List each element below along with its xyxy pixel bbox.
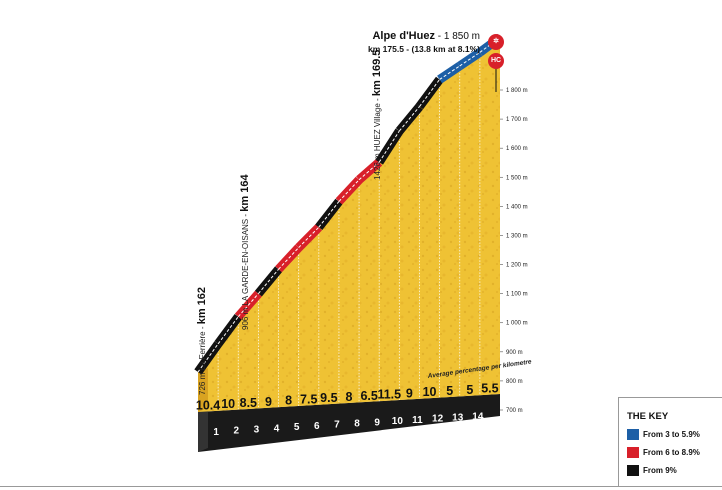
profile-base [198,394,500,452]
altitude-tick-label: 1 200 m [506,263,528,269]
road-centre-line [197,343,219,373]
km-label: 12 [432,414,444,425]
km-labels: 1 2 3 4 5 6 7 8 9 10 11 12 13 14 [213,411,484,438]
legend-item-blue: From 3 to 5.9% [627,429,700,441]
altitude-ticks: 700 m 800 m 900 m 1 000 m 1 100 m 1 200 m 1 30… [500,88,528,414]
legend-title: THE KEY [627,411,669,422]
gradient-label: 9 [265,395,272,409]
point-name: 1426 m HUEZ Village [373,103,382,180]
km-label: 13 [452,413,464,424]
km-label: 8 [354,419,360,430]
km-label: 6 [314,421,320,432]
gradient-label: 7.5 [300,392,317,406]
mountain-finish-icon: ✲ [488,34,504,50]
summit-title: Alpe d'Huez - 1 850 m km 175.5 - (13.8 k… [330,30,480,55]
gradient-label: 10 [221,397,235,411]
road-centre-line [318,201,340,228]
point-km: km 164 [239,174,251,212]
point-name: 726 m La Ferrière [198,331,207,395]
gradient-label: 6.5 [360,389,377,403]
legend-key: THE KEY From 3 to 5.9% From 6 to 8.9% Fr… [618,397,722,487]
road-centre-line [419,79,441,107]
gradient-label: 11.5 [377,388,401,402]
altitude-tick-label: 1 500 m [506,175,528,181]
point-name: 906 m LA GARDE-EN-OISANS [241,218,250,330]
legend-label: From 3 to 5.9% [643,430,700,439]
profile-mountain-side [198,368,208,412]
point-km: km 162 [196,286,208,325]
gradient-label: 5 [446,384,453,398]
road-centre-line [459,51,481,67]
km-label: 7 [334,420,340,431]
legend-label: From 6 to 8.9% [643,448,700,457]
hc-category-icon: HC [488,53,504,69]
altitude-tick-label: 1 700 m [506,117,528,123]
page-divider [0,486,722,487]
altitude-tick-label: 700 m [506,408,523,414]
profile-grid [217,56,481,411]
profile-base-slab [198,394,500,452]
km-label: 2 [233,426,239,437]
point-km: km 169.5 [371,49,383,97]
altitude-tick-label: 900 m [506,350,523,356]
road-centre-line [217,316,239,345]
road-centre-line [237,293,259,318]
altitude-tick-label: 1 300 m [506,233,528,239]
profile-base-side [198,408,208,452]
road-segment [295,224,322,251]
km-label: 9 [374,417,380,428]
road-centre-line [378,130,400,163]
gradient-label: 8.5 [240,396,257,410]
road-centre-line [358,161,380,181]
gradient-labels: 10.4 10 8.5 9 8 7.5 9.5 8 6.5 11.5 9 10 5 5 5.5 [196,382,499,413]
km-label: 10 [392,416,404,427]
road-centre-line [439,65,461,80]
km-label: 5 [294,422,300,433]
summit-altitude: - 1 850 m [434,31,480,42]
legend-item-black: From 9% [627,465,677,477]
summit-details: km 175.5 - (13.8 km at 8.1%) [368,44,480,54]
km-label: 4 [274,423,280,434]
profile-mountain-area [198,37,500,413]
altitude-tick-label: 1 100 m [506,292,528,298]
legend-item-red: From 6 to 8.9% [627,447,700,459]
km-label: 1 [213,427,219,438]
altitude-tick-label: 1 400 m [506,204,528,210]
km-label: 3 [254,425,260,436]
altitude-tick-label: 800 m [506,379,523,385]
km-label: 11 [412,415,423,426]
gradient-label: 10 [423,385,437,399]
legend-swatch [627,447,639,459]
road-centre-line [398,106,420,132]
road-centre-line [258,268,279,294]
legend-label: From 9% [643,466,677,475]
gradient-label: 9 [406,386,413,400]
road-segment [335,176,363,205]
point-label-la-ferriere: 726 m La Ferrière - km 162 [196,286,208,395]
road-segment [275,244,302,273]
gradient-label: 8 [285,394,292,408]
legend-swatch [627,465,639,477]
altitude-tick-label: 1 800 m [506,88,528,94]
gradient-label: 9.5 [320,391,337,405]
gradient-label: 5.5 [481,382,498,396]
point-label-la-garde: 906 m LA GARDE-EN-OISANS - km 164 [239,174,251,330]
gradient-label: 10.4 [196,398,220,412]
gradient-label: 5 [466,383,473,397]
gradient-label: 8 [346,390,353,404]
km-label: 14 [472,411,484,422]
summit-name: Alpe d'Huez [372,30,435,42]
altitude-tick-label: 1 000 m [506,321,528,327]
altitude-tick-label: 1 600 m [506,146,528,152]
point-label-huez-village: 1426 m HUEZ Village - km 169.5 [371,49,383,180]
profile-fill [198,37,500,413]
legend-swatch [627,429,639,441]
